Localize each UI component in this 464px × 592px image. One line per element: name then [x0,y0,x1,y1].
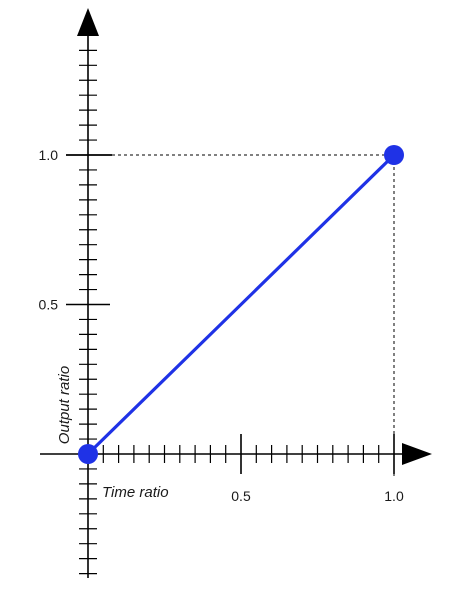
x-tick-label: 0.5 [231,488,251,504]
x-tick-label: 1.0 [384,488,404,504]
y-axis-arrow-icon [77,8,99,36]
data-point [384,145,404,165]
series-group [78,145,404,464]
y-tick-label: 1.0 [39,147,59,163]
y-tick-label: 0.5 [39,297,59,313]
series-line [86,153,396,456]
tick-labels: 0.5 1.0 0.5 1.0 [39,147,404,504]
reference-guides [112,154,395,476]
minor-ticks [79,49,380,575]
major-ticks [66,154,395,474]
y-axis-title: Output ratio [56,366,73,444]
x-axis-arrow-icon [402,443,432,465]
data-point [78,444,98,464]
x-axis-title: Time ratio [102,484,169,501]
